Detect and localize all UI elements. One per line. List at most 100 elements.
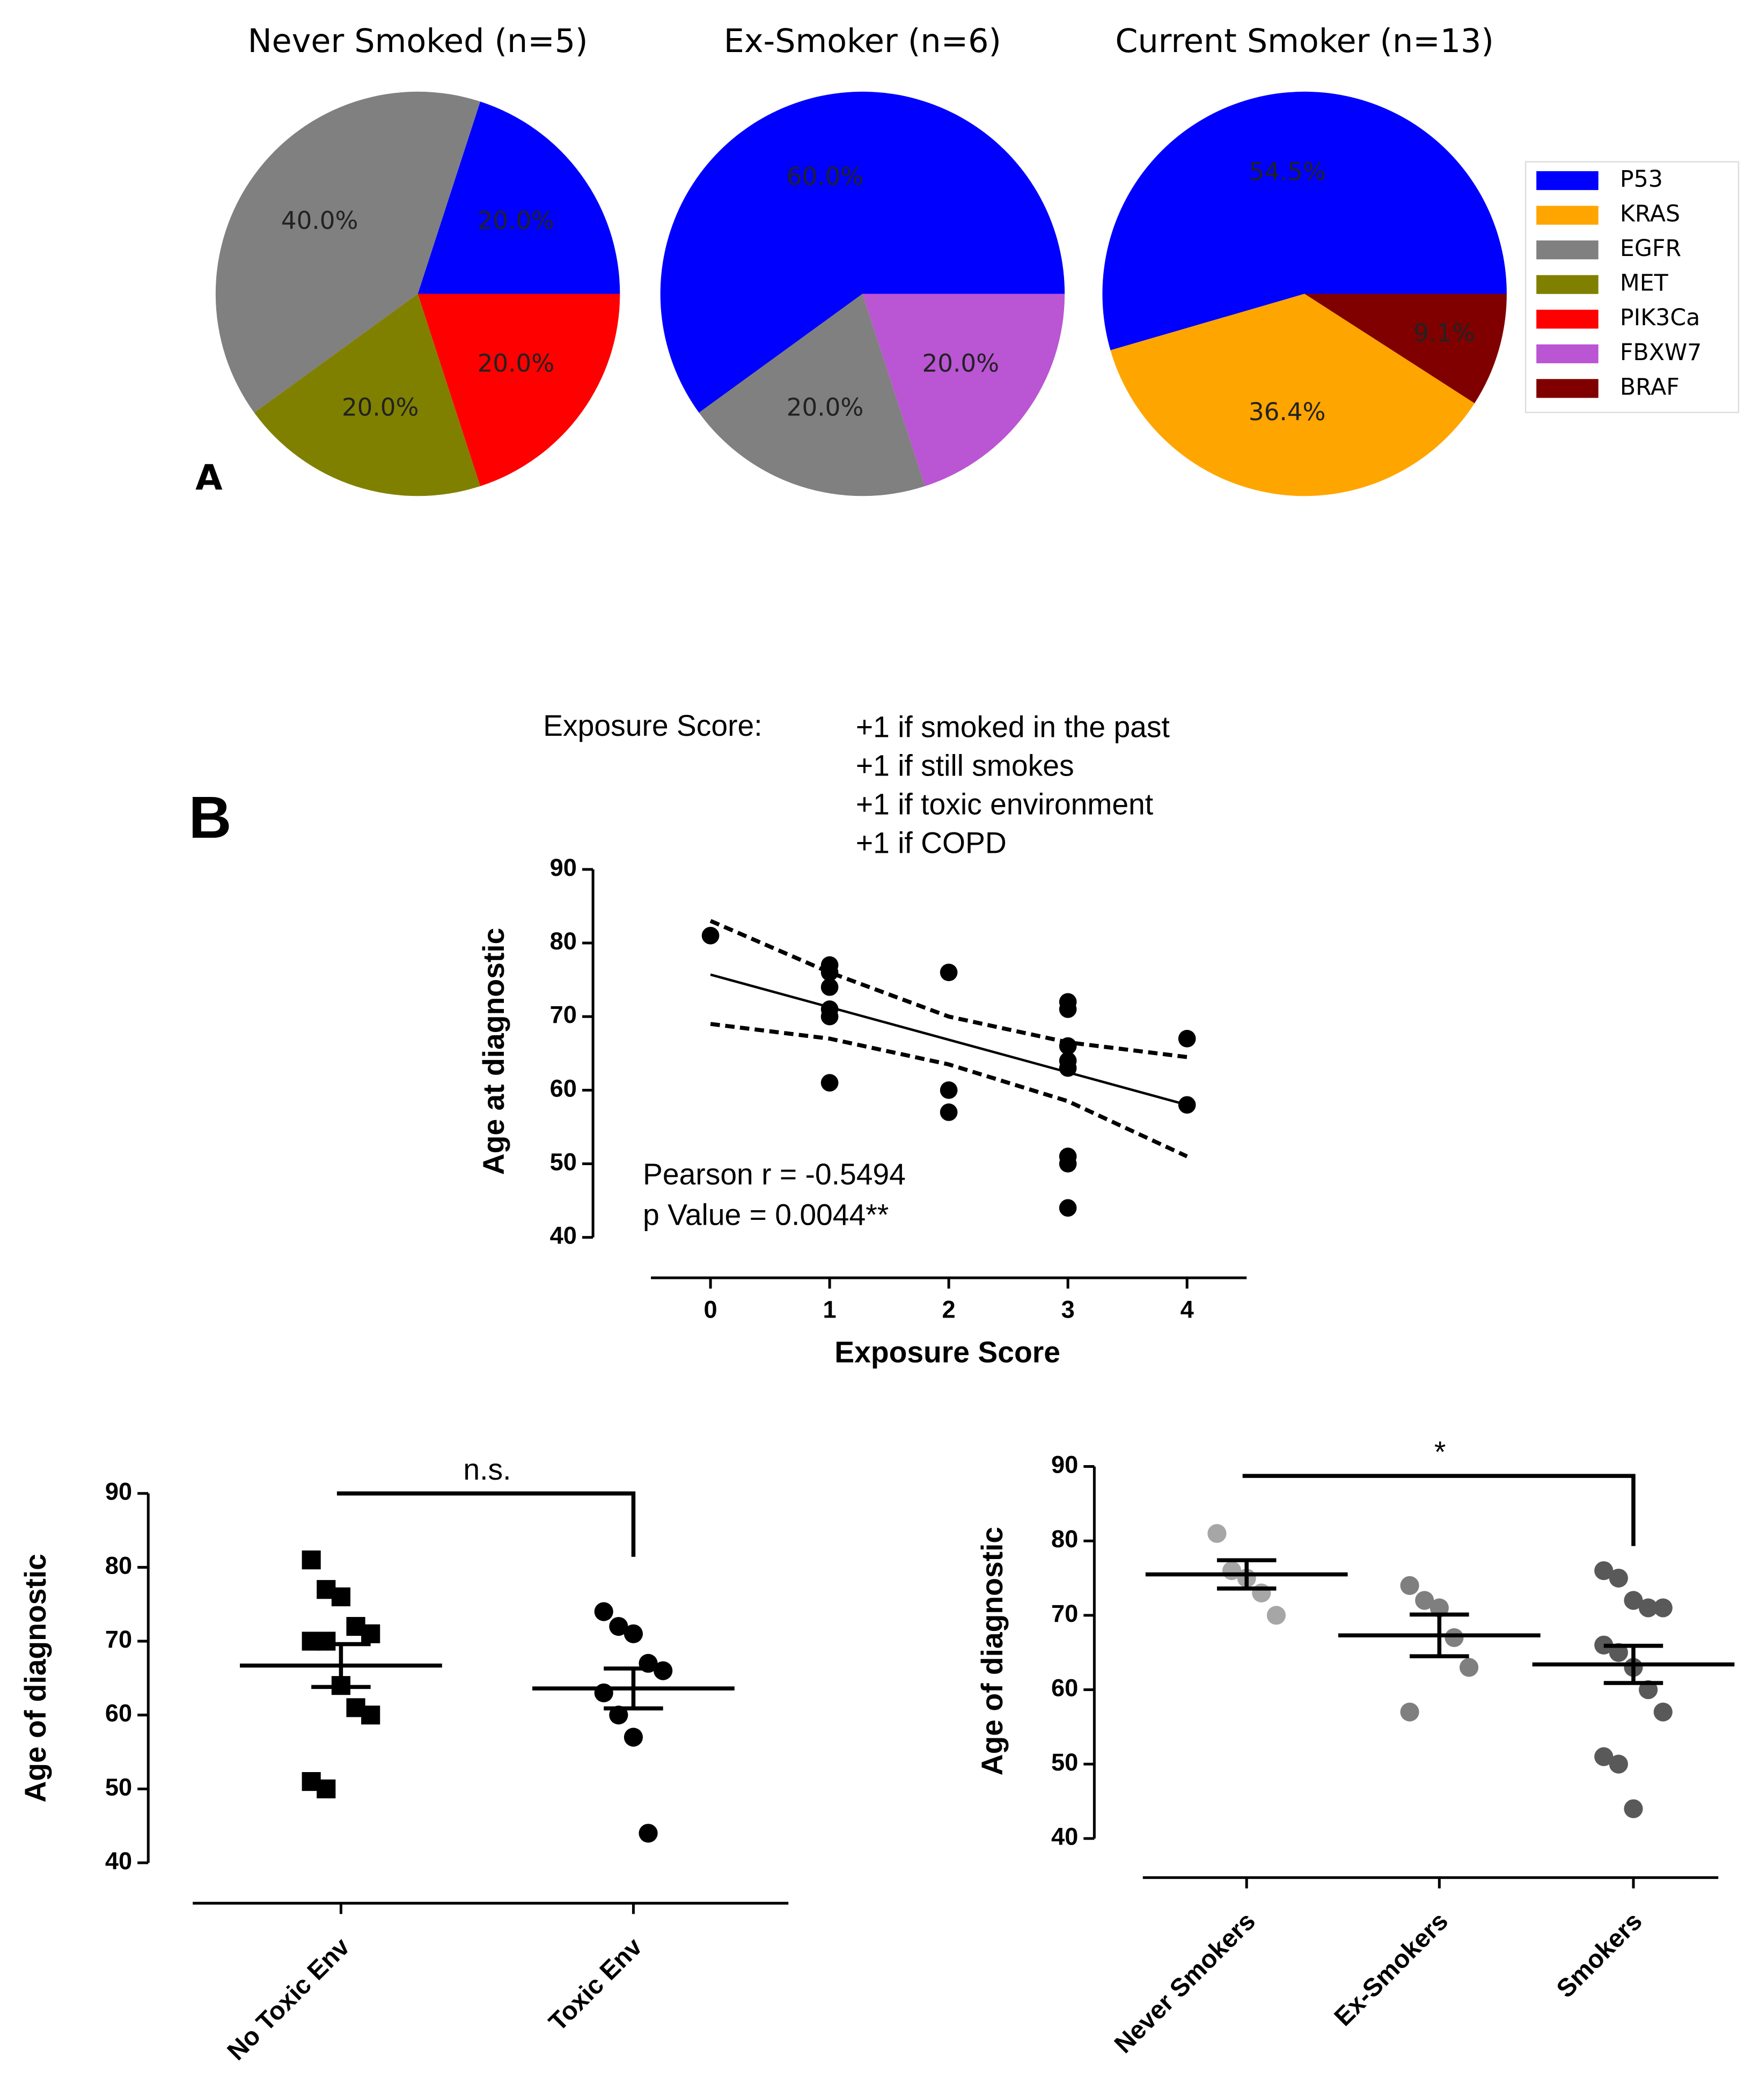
point [1415,1591,1434,1610]
legend-swatch [1536,171,1599,191]
x-tick-label: 1 [823,1296,837,1323]
y-tick-label: 50 [550,1148,577,1175]
x-tick-label: Toxic Env [544,1933,648,2037]
x-tick-label: Smokers [1551,1907,1648,2003]
y-axis-label: Age of diagnostic [19,1554,52,1803]
point [820,1074,839,1092]
point [1207,1524,1227,1543]
pie-slice [660,91,1065,413]
x-tick-label: Ex-Smokers [1329,1907,1454,2031]
point [361,1624,380,1643]
point [1653,1702,1673,1722]
point [639,1824,658,1843]
point [1624,1799,1643,1818]
point [1445,1628,1464,1648]
y-tick-label: 50 [105,1773,132,1801]
point [1178,1096,1196,1114]
point [1459,1658,1479,1677]
point [1059,1199,1077,1217]
point [594,1602,613,1621]
pie-slice [417,294,620,486]
point [1594,1747,1614,1766]
pie-slice [1304,294,1507,404]
pie-slice [254,294,480,496]
point [1653,1598,1673,1618]
legend-label: PIK3Ca [1620,304,1700,331]
point [1594,1561,1614,1581]
point [1059,1155,1077,1173]
y-tick-label: 50 [1051,1748,1078,1776]
y-tick-label: 40 [105,1847,132,1875]
y-axis-label: Age of diagnostic [976,1527,1009,1776]
point [331,1587,350,1607]
chart-title: Ex-Smoker (n=6) [724,23,1001,60]
point [302,1550,321,1570]
x-axis-label: Exposure Score [834,1336,1060,1369]
legend-label: FBXW7 [1620,339,1702,366]
note-line: +1 if still smokes [856,749,1074,782]
legend-swatch [1536,275,1599,294]
legend-swatch [1536,310,1599,329]
point [820,1007,839,1026]
legend-label: MET [1620,270,1669,297]
x-tick-label: Never Smokers [1109,1907,1261,2059]
point [361,1706,380,1725]
x-tick-label: No Toxic Env [222,1933,356,2066]
note-line: +1 if toxic environment [856,788,1153,821]
legend-swatch [1536,206,1599,225]
point [820,978,839,996]
pie-slice [1110,294,1475,496]
note-line: +1 if smoked in the past [856,710,1170,743]
annotation: p Value = 0.0044** [643,1198,889,1232]
confidence-band [710,1022,1188,1159]
slice-label: 20.0% [478,349,555,377]
point [609,1616,628,1636]
point [1400,1576,1419,1595]
legend-swatch [1536,240,1599,260]
pie-slice [1102,91,1507,350]
y-tick-label: 90 [550,854,577,881]
pie-slice [699,294,925,496]
y-tick-label: 40 [550,1222,577,1249]
y-tick-label: 70 [550,1001,577,1028]
x-tick-label: 2 [942,1296,956,1323]
point [1609,1754,1628,1774]
chart-title: Never Smoked (n=5) [248,23,588,60]
slice-label: 9.1% [1413,319,1475,347]
fit-line [710,973,1187,1106]
slice-label: 20.0% [478,207,555,235]
chart-title: Current Smoker (n=13) [1115,23,1494,60]
y-tick-label: 60 [105,1700,132,1727]
slice-label: 36.4% [1249,398,1326,426]
pie-slice [417,101,620,294]
point [940,963,958,982]
annotation: Pearson r = -0.5494 [643,1158,906,1191]
point [1178,1030,1196,1048]
slice-label: 20.0% [787,393,864,422]
significance-bracket [336,1491,636,1557]
y-axis-label: Age at diagnostic [477,928,510,1175]
legend-label: EGFR [1620,235,1681,262]
legend-label: BRAF [1620,374,1680,400]
point [624,1728,643,1747]
point [1609,1568,1628,1588]
legend-label: KRAS [1620,201,1680,228]
y-tick-label: 40 [1051,1823,1078,1850]
confidence-band [709,919,1187,1059]
point [940,1081,958,1099]
point [1400,1702,1419,1722]
legend-label: P53 [1620,166,1663,193]
pie-slice [215,91,480,413]
point [1059,1059,1077,1077]
y-tick-label: 80 [1051,1525,1078,1553]
x-tick-label: 4 [1181,1296,1194,1323]
point [594,1683,613,1702]
point [1624,1591,1643,1610]
point [317,1631,336,1651]
y-tick-label: 60 [1051,1674,1078,1701]
significance-bracket [1242,1474,1636,1546]
note-line: +1 if COPD [856,826,1007,860]
significance-label: n.s. [463,1453,511,1486]
